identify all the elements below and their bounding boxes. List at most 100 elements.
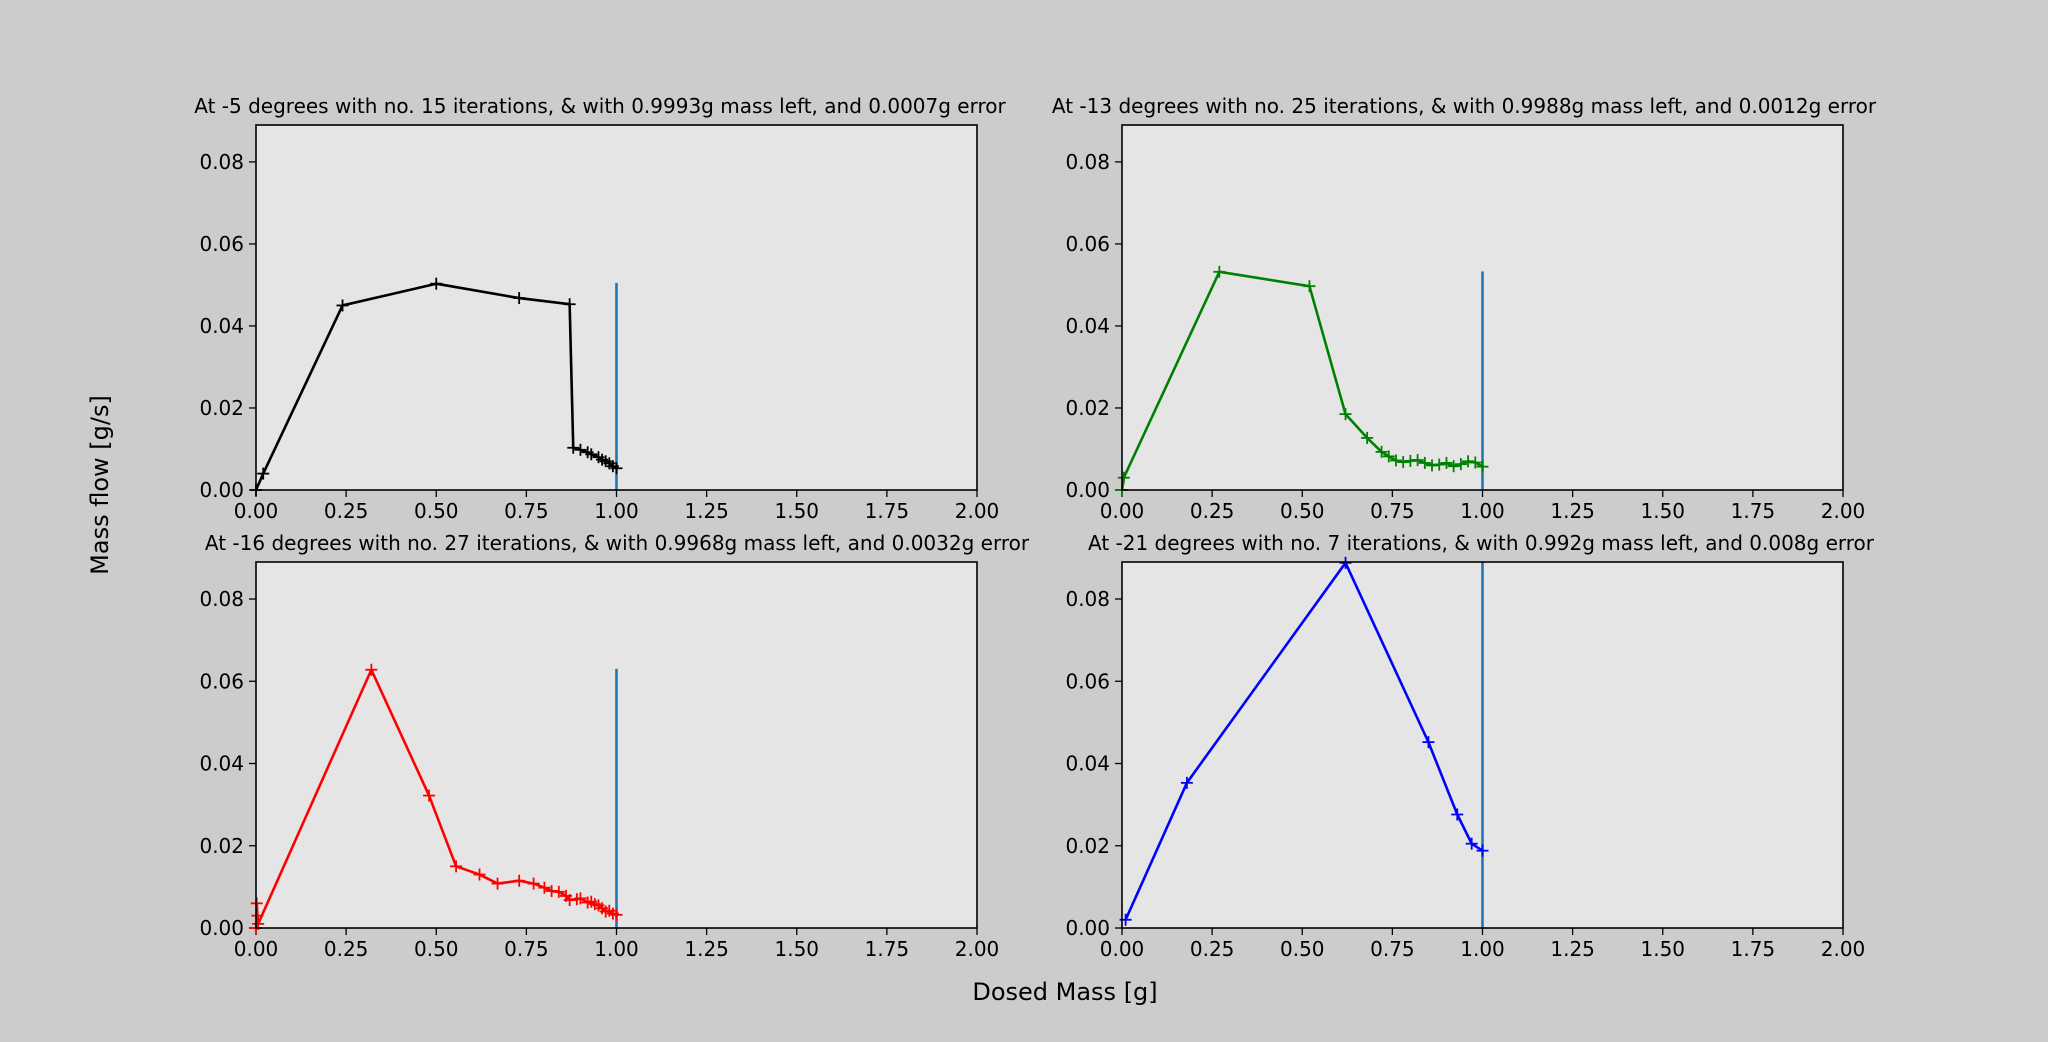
x-tick-label: 0.00 (234, 499, 279, 523)
y-tick-label: 0.02 (199, 834, 244, 858)
data-point (1462, 455, 1475, 468)
data-point (1422, 736, 1435, 749)
y-tick-label: 0.08 (1065, 150, 1110, 174)
x-tick-label: 2.00 (955, 937, 1000, 961)
data-point (336, 299, 349, 312)
data-point (1389, 454, 1402, 467)
x-tick-label: 1.75 (865, 937, 910, 961)
x-tick-label: 2.00 (1821, 499, 1866, 523)
x-tick-label: 1.50 (1640, 499, 1685, 523)
data-point (257, 467, 270, 480)
data-point (1469, 456, 1482, 469)
data-point (365, 663, 378, 676)
x-tick-label: 0.50 (1280, 937, 1325, 961)
x-tick-label: 1.75 (1731, 499, 1776, 523)
plot-area (256, 282, 618, 491)
x-tick-label: 0.00 (1100, 499, 1145, 523)
data-point (473, 868, 486, 881)
figure-xlabel: Dosed Mass [g] (972, 978, 1157, 1006)
data-point (1397, 456, 1410, 469)
data-point (610, 908, 623, 921)
data-point (1339, 408, 1352, 421)
axes-frame (255, 124, 978, 491)
subplot-title: At -16 degrees with no. 27 iterations, &… (205, 531, 1030, 555)
x-tick-label: 0.25 (1190, 937, 1235, 961)
y-tick-label: 0.06 (1065, 232, 1110, 256)
data-point (552, 885, 565, 898)
data-point (513, 292, 526, 305)
y-tick-label: 0.02 (199, 396, 244, 420)
subplot-4: At -21 degrees with no. 7 iterations, & … (1065, 531, 1874, 961)
data-point (1303, 280, 1316, 293)
data-point (1117, 471, 1130, 484)
y-tick-label: 0.00 (1065, 916, 1110, 940)
x-tick-label: 0.50 (414, 499, 459, 523)
x-tick-label: 1.25 (1550, 499, 1595, 523)
data-point (538, 881, 551, 894)
data-point (1339, 556, 1352, 569)
data-point (585, 448, 598, 461)
x-tick-label: 0.00 (1100, 937, 1145, 961)
axes-frame (1121, 561, 1844, 929)
axes-frame (255, 561, 978, 929)
subplot-1: At -5 degrees with no. 15 iterations, & … (194, 94, 1006, 523)
x-tick-label: 0.00 (234, 937, 279, 961)
subplot-title: At -5 degrees with no. 15 iterations, & … (194, 94, 1006, 118)
data-point (491, 877, 504, 890)
x-tick-label: 1.25 (684, 499, 729, 523)
y-tick-label: 0.00 (199, 916, 244, 940)
data-point (563, 298, 576, 311)
data-point (1454, 458, 1467, 471)
data-point (1213, 265, 1226, 278)
data-point (450, 860, 463, 873)
data-point (1375, 445, 1388, 458)
x-tick-label: 2.00 (955, 499, 1000, 523)
data-point (1180, 776, 1193, 789)
x-tick-label: 1.00 (594, 937, 639, 961)
x-tick-label: 1.25 (1550, 937, 1595, 961)
y-tick-label: 0.08 (199, 587, 244, 611)
y-tick-label: 0.00 (199, 478, 244, 502)
x-tick-label: 0.50 (414, 937, 459, 961)
data-point (567, 441, 580, 454)
x-tick-label: 1.00 (1460, 499, 1505, 523)
x-tick-label: 0.75 (504, 499, 549, 523)
x-tick-label: 0.25 (324, 499, 369, 523)
data-point (610, 462, 623, 475)
data-point (1476, 460, 1489, 473)
x-tick-label: 1.50 (1640, 937, 1685, 961)
axes-frame (1121, 124, 1844, 491)
subplot-3: At -16 degrees with no. 27 iterations, &… (199, 531, 1029, 961)
data-point (1465, 837, 1478, 850)
y-tick-label: 0.08 (199, 150, 244, 174)
data-point (574, 443, 587, 456)
y-tick-label: 0.06 (1065, 669, 1110, 693)
subplot-title: At -13 degrees with no. 25 iterations, &… (1052, 94, 1877, 118)
data-point (430, 277, 443, 290)
x-tick-label: 0.50 (1280, 499, 1325, 523)
y-tick-label: 0.04 (199, 752, 244, 776)
y-tick-label: 0.06 (199, 669, 244, 693)
x-tick-label: 0.75 (1370, 937, 1415, 961)
subplot-title: At -21 degrees with no. 7 iterations, & … (1088, 531, 1875, 555)
x-tick-label: 0.25 (324, 937, 369, 961)
subplots: At -5 degrees with no. 15 iterations, & … (194, 94, 1877, 961)
data-point (574, 892, 587, 905)
data-point (527, 877, 540, 890)
data-point (1440, 456, 1453, 469)
y-tick-label: 0.08 (1065, 587, 1110, 611)
data-point (423, 789, 436, 802)
x-tick-label: 1.25 (684, 937, 729, 961)
data-point (1447, 460, 1460, 473)
data-point (1476, 844, 1489, 857)
data-point (1451, 808, 1464, 821)
y-tick-label: 0.04 (199, 314, 244, 338)
y-tick-label: 0.02 (1065, 834, 1110, 858)
x-tick-label: 1.75 (1731, 937, 1776, 961)
x-tick-label: 1.00 (594, 499, 639, 523)
data-point (1418, 456, 1431, 469)
x-tick-label: 2.00 (1821, 937, 1866, 961)
subplot-2: At -13 degrees with no. 25 iterations, &… (1052, 94, 1877, 523)
x-tick-label: 1.75 (865, 499, 910, 523)
